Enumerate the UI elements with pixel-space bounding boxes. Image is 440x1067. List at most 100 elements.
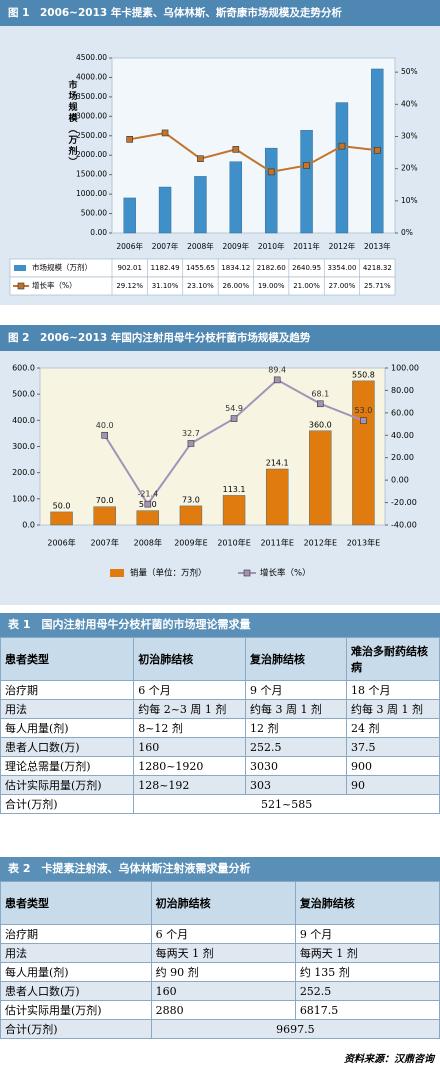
table-value: 2640.95	[292, 264, 321, 272]
table-value: 4218.32	[363, 264, 392, 272]
table-row: 每人用量(剂) 8~12 剂 12 剂 24 剂	[0, 718, 440, 738]
legend-label: 销量（单位：万剂）	[130, 568, 207, 579]
table-value: 29.12%	[116, 282, 143, 290]
table-block: 表 2 卡提素注射液、乌体林斯注射液需求量分析 患者类型 初治肺结核 复治肺结核 治疗期…	[0, 857, 440, 1039]
table-cell: 约每 3 周 1 剂	[244, 699, 347, 719]
table-value: 31.10%	[152, 282, 179, 290]
table-cell: 估计实际用量(万剂)	[0, 1000, 152, 1020]
table-cell: 9697.5	[150, 1019, 440, 1039]
table-row: 用法 每两天 1 剂每两天 1 剂	[0, 943, 440, 963]
table-block: 表 1 国内注射用母牛分枝杆菌的市场理论需求量 患者类型 初治肺结核 复治肺结核 难治多…	[0, 613, 440, 814]
charts: 图 1 2006~2013 年卡提素、乌体林斯、斯奇康市场规模及走势分析0.00…	[0, 0, 440, 605]
table-row	[9, 276, 396, 296]
table-cell: 6 个月	[150, 924, 296, 944]
header-cell: 复治肺结核	[294, 881, 440, 925]
line-marker	[273, 376, 281, 384]
y2-tick-label: 60.00	[391, 408, 414, 417]
line-marker	[303, 162, 310, 169]
title-bar	[0, 0, 440, 26]
table-cell: 患者人口数(万)	[0, 981, 152, 1001]
bar	[158, 186, 172, 234]
line-marker	[374, 146, 381, 154]
line-label: 89.4	[268, 365, 286, 374]
x-tick-label: 2007年	[91, 538, 119, 548]
y2-tick-label: 20%	[401, 164, 418, 173]
legend-marker	[17, 282, 25, 290]
y-tick-label: 3000.00	[76, 111, 107, 120]
y2-tick-label: 100.00	[391, 364, 419, 373]
x-tick-label: 2006年	[47, 538, 75, 548]
y-tick-label: 100.0	[12, 494, 35, 503]
x-tick-label: 2008年	[134, 538, 162, 548]
source: 资料来源：汉鼎咨询	[344, 1054, 434, 1065]
line-label: 53.0	[355, 406, 373, 415]
line	[129, 131, 378, 173]
plot-area	[111, 57, 396, 234]
table-value: 21.00%	[293, 282, 320, 290]
y2-tick-label: 50%	[401, 67, 418, 76]
y-tick-label: 400.0	[12, 416, 35, 425]
table-row: 患者人口数(万) 160 252.5	[0, 981, 440, 1001]
x-tick-label: 2011年E	[260, 538, 293, 548]
x-tick-label: 2013年E	[347, 538, 380, 548]
table-value: 27.00%	[329, 282, 356, 290]
bar	[352, 380, 375, 526]
table-cell: 约每 3 周 1 剂	[345, 699, 440, 719]
y-tick-label: 500.00	[81, 209, 107, 218]
table-row: 每人用量(剂) 约 90 剂约 135 剂	[0, 962, 440, 982]
table-cell: 18 个月	[345, 680, 440, 700]
table-cell: 估计实际用量(万剂)	[0, 775, 135, 795]
plot-area	[39, 367, 386, 526]
table: 患者类型 初治肺结核 复治肺结核 难治多耐药结核病 治疗期 6 个月 9 个月 18 个月 用法…	[0, 637, 440, 814]
line-marker	[230, 415, 238, 422]
bar	[136, 510, 160, 526]
table-cell: 521~585	[133, 794, 440, 814]
bar-label: 550.8	[352, 370, 375, 379]
table-cell: 每人用量(剂)	[0, 718, 135, 738]
y2-tick-label: 0%	[401, 228, 413, 237]
x-tick-label: 2010年	[258, 241, 285, 251]
bar-label: 214.1	[266, 458, 289, 467]
table-cell: 900	[345, 756, 440, 776]
y2-tick-label: 20.00	[391, 453, 414, 462]
bar	[194, 176, 207, 234]
bar-label: 113.1	[223, 485, 246, 494]
table-row: 治疗期 6 个月 9 个月	[0, 924, 440, 944]
bar	[50, 511, 73, 526]
x-tick-label: 2011年	[293, 241, 320, 251]
table-row: 估计实际用量(万剂) 2880 6817.5	[0, 1000, 440, 1020]
table-cell: 9 个月	[244, 680, 347, 700]
x-tick-label: 2012年E	[304, 538, 337, 548]
table-value: 1834.12	[221, 264, 250, 272]
bar	[300, 130, 313, 234]
table-cell: 治疗期	[0, 680, 135, 700]
table-cell: 160	[133, 737, 246, 757]
line-label: 40.0	[96, 421, 114, 430]
y-tick-label: 600.0	[12, 364, 35, 373]
y-tick-label: 300.0	[12, 442, 35, 451]
y-tick-label: 4000.00	[76, 72, 107, 81]
line-marker	[126, 136, 133, 143]
table-cell: 3030	[244, 756, 347, 776]
x-tick-label: 2006年	[116, 241, 143, 251]
legend-swatch	[110, 569, 124, 577]
table-row: 患者人口数(万) 160 252.5 37.5	[0, 737, 440, 757]
y-tick-label: 4500.00	[76, 53, 107, 62]
y2-tick-label: 10%	[401, 196, 418, 205]
bar	[229, 161, 243, 234]
y-tick-label: 1500.00	[76, 170, 107, 179]
line-label: 32.7	[182, 429, 200, 438]
line-marker	[232, 146, 240, 153]
header-cell: 初治肺结核	[133, 637, 246, 681]
table-cell: 理论总需量(万剂)	[0, 756, 135, 776]
x-tick-label: 2013年	[364, 241, 391, 251]
bar-label: 73.0	[182, 495, 200, 504]
bar-label: 50.0	[53, 501, 71, 510]
table-title: 表 1 国内注射用母牛分枝杆菌的市场理论需求量	[0, 613, 440, 637]
table-cell: 252.5	[244, 737, 347, 757]
bar-label: 70.0	[96, 496, 114, 505]
y2-tick-label: 40.00	[391, 431, 414, 440]
table-value: 902.01	[117, 264, 142, 272]
bar	[179, 505, 203, 526]
